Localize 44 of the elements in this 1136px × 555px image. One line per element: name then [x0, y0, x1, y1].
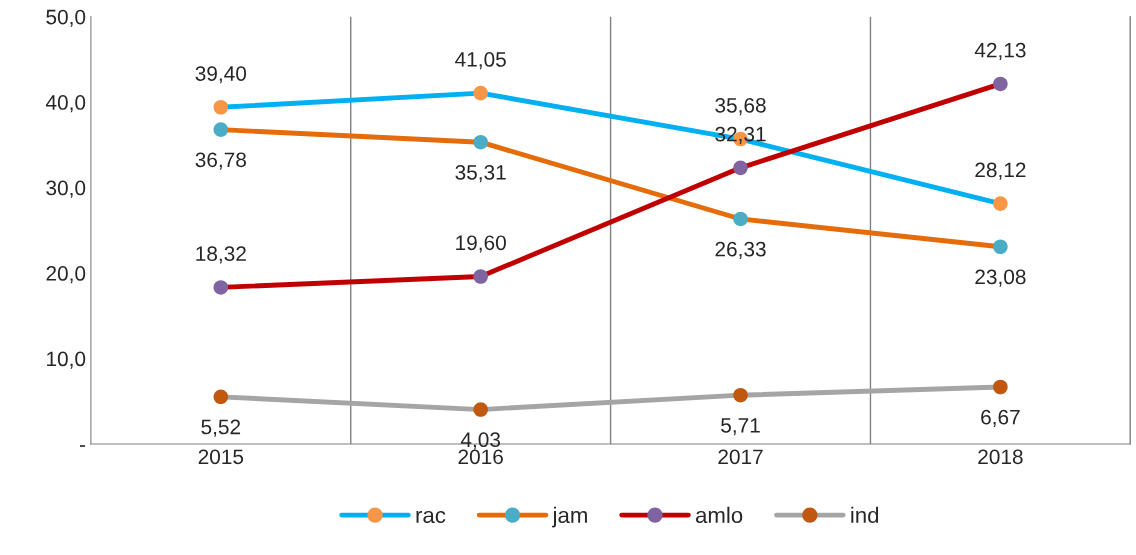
legend-label: jam: [552, 506, 587, 528]
legend-label: ind: [851, 506, 879, 524]
x-tick-label: 2018: [978, 449, 1023, 465]
point: [993, 239, 1008, 255]
y-tick-label: 10,0: [47, 351, 86, 369]
point: [213, 122, 229, 137]
data-label: 6,67: [981, 409, 1020, 427]
point: [213, 280, 229, 295]
point: [473, 85, 488, 101]
data-label: 39,40: [195, 66, 247, 84]
data-label: 35,68: [715, 97, 766, 116]
y-tick-label: 30,0: [46, 180, 86, 198]
data-label: 26,33: [715, 241, 766, 259]
data-label: 18,32: [196, 246, 246, 264]
point: [213, 389, 229, 405]
x-tick-label: 2015: [198, 449, 244, 465]
data-label: 36,78: [195, 152, 246, 170]
data-label: 42,13: [974, 42, 1026, 61]
data-label: 5,71: [721, 418, 760, 436]
data-label: 4,03: [460, 432, 501, 450]
x-tick-label: 2016: [458, 449, 503, 465]
data-label: 23,08: [975, 269, 1026, 287]
y-tick-label: -: [80, 445, 86, 447]
legend-label: amlo: [695, 506, 743, 524]
data-label: 41,05: [455, 52, 506, 70]
data-label: 28,12: [975, 162, 1026, 180]
point: [733, 211, 748, 227]
point: [993, 76, 1008, 92]
data-label: 5,52: [201, 419, 241, 437]
y-tick-label: 50,0: [46, 9, 86, 27]
point: [473, 134, 488, 150]
point: [733, 387, 748, 403]
x-tick-label: 2017: [718, 449, 763, 465]
point: [473, 402, 488, 417]
y-tick-label: 40,0: [45, 95, 86, 113]
point: [993, 196, 1008, 211]
point: [733, 160, 748, 176]
y-tick-label: 20,0: [46, 266, 86, 284]
point: [213, 99, 229, 115]
data-label: 19,60: [456, 235, 506, 253]
point: [473, 269, 488, 284]
legend-label: rac: [416, 510, 446, 524]
point: [993, 379, 1008, 395]
data-label: 35,31: [455, 164, 506, 183]
